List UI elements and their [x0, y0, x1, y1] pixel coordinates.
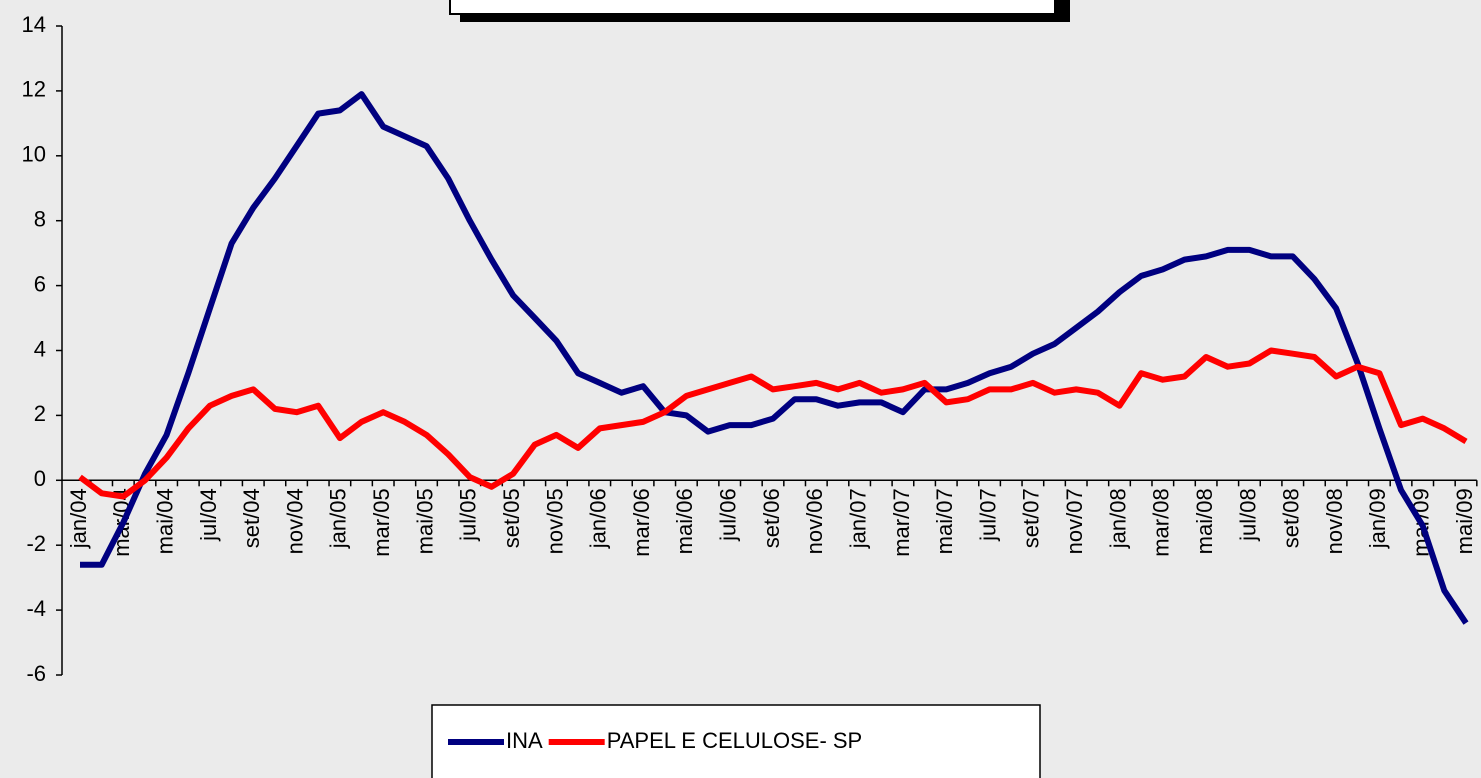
x-tick-label: mar/05 — [369, 488, 394, 556]
y-tick-label: -4 — [26, 596, 46, 621]
series-line — [78, 347, 1468, 500]
legend-label: INA — [506, 728, 543, 753]
x-tick-label: set/08 — [1279, 488, 1304, 548]
y-tick-label: -6 — [26, 661, 46, 686]
x-tick-label: jul/08 — [1235, 488, 1260, 542]
series-line — [80, 91, 1469, 625]
x-tick-label: mai/06 — [672, 488, 697, 554]
x-tick-label: jul/07 — [975, 488, 1000, 542]
x-tick-label: jan/06 — [586, 488, 611, 549]
title-box — [449, 0, 1056, 15]
legend-box — [431, 704, 1041, 778]
x-tick-label: mai/08 — [1192, 488, 1217, 554]
x-tick-label: set/06 — [759, 488, 784, 548]
x-tick-label: mar/06 — [629, 488, 654, 556]
legend-label: PAPEL E CELULOSE- SP — [607, 728, 863, 753]
x-tick-label: mai/04 — [152, 488, 177, 554]
y-tick-label: 8 — [34, 207, 46, 232]
x-tick-label: nov/07 — [1062, 488, 1087, 554]
x-tick-label: jul/05 — [456, 488, 481, 542]
x-tick-label: nov/08 — [1322, 488, 1347, 554]
x-tick-label: nov/04 — [282, 488, 307, 554]
y-tick-label: 6 — [34, 271, 46, 296]
x-tick-label: nov/06 — [802, 488, 827, 554]
y-tick-label: 2 — [34, 401, 46, 426]
x-tick-label: jan/04 — [66, 488, 91, 549]
x-tick-label: jan/08 — [1105, 488, 1130, 549]
x-tick-label: jan/05 — [326, 488, 351, 549]
x-tick-label: jul/06 — [716, 488, 741, 542]
x-tick-label: mar/07 — [889, 488, 914, 556]
x-tick-label: set/05 — [499, 488, 524, 548]
x-tick-label: set/07 — [1019, 488, 1044, 548]
y-tick-label: 10 — [22, 142, 46, 167]
y-tick-label: 0 — [34, 466, 46, 491]
x-tick-label: jul/04 — [196, 488, 221, 542]
y-tick-label: 4 — [34, 336, 46, 361]
y-tick-label: -2 — [26, 531, 46, 556]
x-tick-label: jan/07 — [845, 488, 870, 549]
x-tick-label: mai/05 — [412, 488, 437, 554]
y-tick-label: 12 — [22, 77, 46, 102]
x-tick-label: jan/09 — [1365, 488, 1390, 549]
x-tick-label: nov/05 — [542, 488, 567, 554]
x-tick-label: mar/08 — [1149, 488, 1174, 556]
x-tick-label: mai/09 — [1452, 488, 1477, 554]
x-tick-label: mai/07 — [932, 488, 957, 554]
x-tick-label: set/04 — [239, 488, 264, 548]
y-tick-label: 14 — [22, 12, 46, 37]
